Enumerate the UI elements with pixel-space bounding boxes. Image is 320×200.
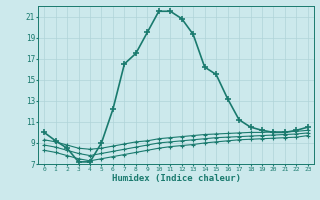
X-axis label: Humidex (Indice chaleur): Humidex (Indice chaleur): [111, 174, 241, 183]
